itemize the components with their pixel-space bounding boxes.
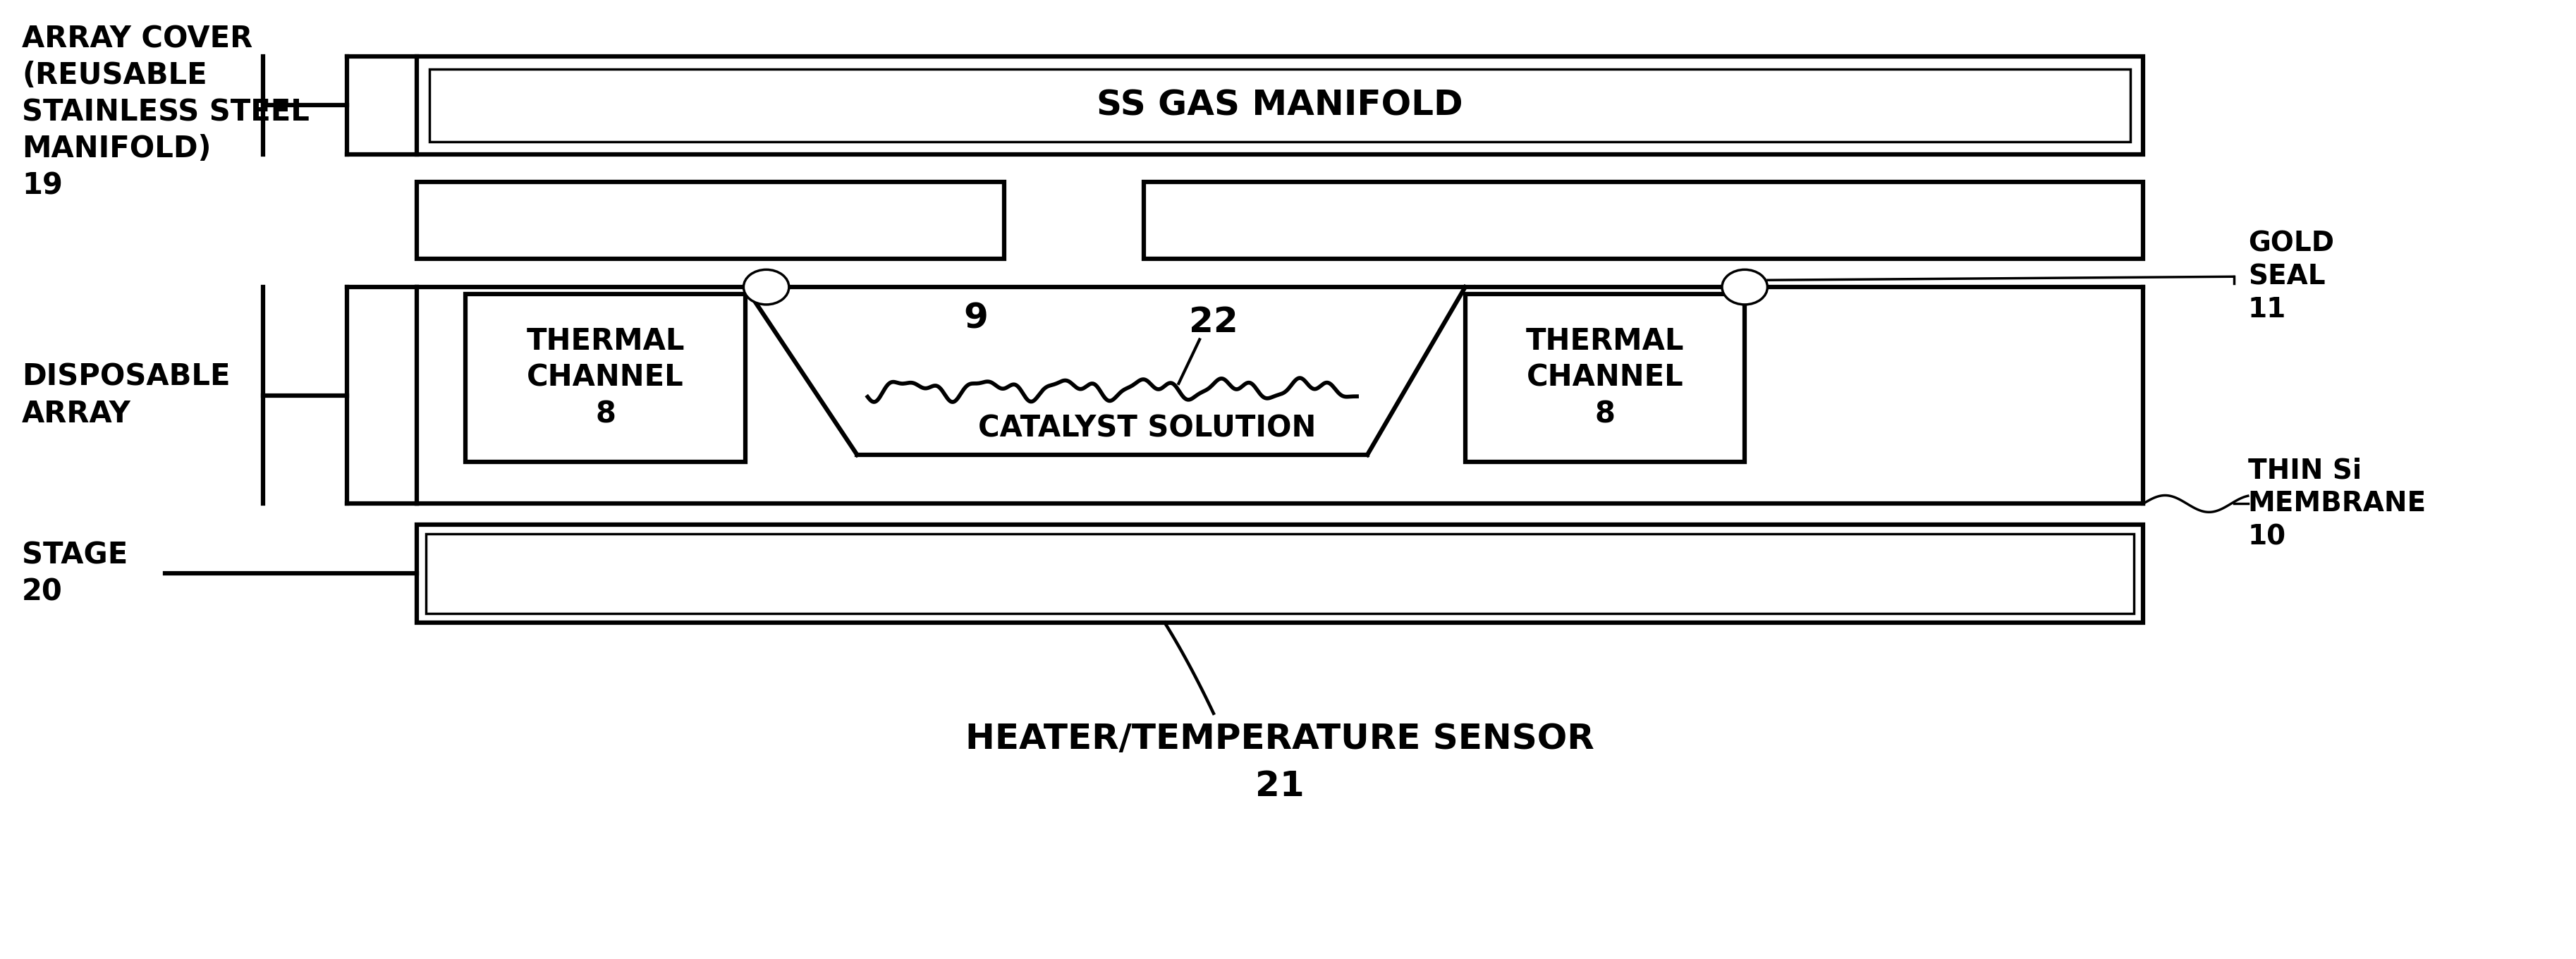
Text: DISPOSABLE
ARRAY: DISPOSABLE ARRAY	[23, 363, 229, 429]
Text: HEATER/TEMPERATURE SENSOR
21: HEATER/TEMPERATURE SENSOR 21	[966, 722, 1595, 803]
Text: 22: 22	[1190, 305, 1239, 339]
FancyBboxPatch shape	[417, 525, 2143, 622]
FancyBboxPatch shape	[430, 69, 2130, 142]
Text: GOLD
SEAL
11: GOLD SEAL 11	[2249, 230, 2334, 323]
Text: THERMAL
CHANNEL
8: THERMAL CHANNEL 8	[1525, 327, 1685, 430]
FancyBboxPatch shape	[417, 57, 2143, 154]
Text: THIN Si
MEMBRANE
10: THIN Si MEMBRANE 10	[2249, 457, 2427, 550]
Text: 9: 9	[963, 302, 989, 336]
Text: STAGE
20: STAGE 20	[23, 541, 129, 607]
Text: THERMAL
CHANNEL
8: THERMAL CHANNEL 8	[526, 327, 685, 430]
Text: SS GAS MANIFOLD: SS GAS MANIFOLD	[1097, 88, 1463, 123]
Ellipse shape	[1721, 269, 1767, 305]
Ellipse shape	[744, 269, 788, 305]
FancyBboxPatch shape	[466, 294, 744, 462]
Text: CATALYST SOLUTION: CATALYST SOLUTION	[979, 413, 1316, 443]
FancyBboxPatch shape	[1466, 294, 1744, 462]
Text: ARRAY COVER
(REUSABLE
STAINLESS STEEL
MANIFOLD)
19: ARRAY COVER (REUSABLE STAINLESS STEEL MA…	[23, 24, 309, 200]
FancyBboxPatch shape	[417, 182, 1005, 259]
FancyBboxPatch shape	[1144, 182, 2143, 259]
FancyBboxPatch shape	[425, 534, 2133, 614]
